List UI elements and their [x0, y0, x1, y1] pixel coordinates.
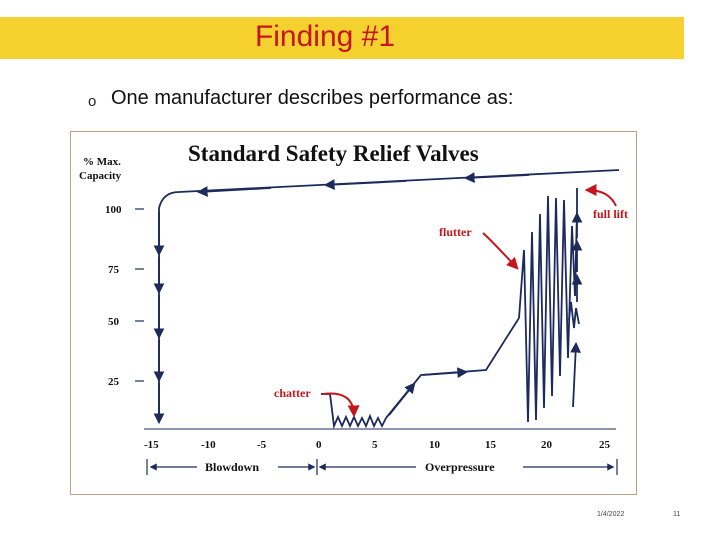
valve-performance-figure: Standard Safety Relief Valves % Max. Cap… [70, 131, 637, 495]
chart-title: Standard Safety Relief Valves [188, 141, 479, 166]
flutter-arrow [482, 232, 519, 270]
x-tick-label: 0 [316, 439, 322, 451]
valve-chart: Standard Safety Relief Valves % Max. Cap… [79, 141, 628, 475]
range-brackets [146, 459, 618, 475]
chatter-arrow [322, 392, 360, 418]
performance-curve [153, 169, 620, 430]
x-tick-label: -15 [144, 439, 159, 451]
x-tick-label: 5 [372, 439, 378, 451]
y-tick-marks [135, 208, 144, 382]
y-tick-label: 75 [108, 264, 120, 276]
bullet-marker: o [88, 93, 97, 110]
x-tick-label: -5 [257, 439, 267, 451]
x-tick-label: 15 [485, 439, 497, 451]
bullet-text: One manufacturer describes performance a… [111, 87, 514, 109]
footer-page-number: 11 [673, 511, 681, 518]
blowdown-label: Blowdown [205, 460, 259, 474]
chatter-label: chatter [274, 386, 311, 400]
full-lift-arrow [584, 184, 617, 207]
y-tick-label: 50 [108, 316, 120, 328]
y-tick-label: 25 [108, 376, 120, 388]
full-lift-label: full lift [593, 207, 628, 221]
slide-title: Finding #1 [254, 20, 396, 53]
y-tick-label: 100 [105, 204, 122, 216]
y-axis-label-line1: % Max. [83, 156, 121, 168]
x-tick-label: 20 [541, 439, 553, 451]
x-tick-label: 10 [429, 439, 441, 451]
footer-date: 1/4/2022 [597, 511, 625, 518]
x-tick-label: -10 [201, 439, 216, 451]
overpressure-label: Overpressure [425, 460, 495, 474]
flutter-label: flutter [439, 225, 472, 239]
x-tick-label: 25 [599, 439, 611, 451]
title-bar [0, 17, 684, 59]
y-axis-label-line2: Capacity [79, 170, 122, 182]
